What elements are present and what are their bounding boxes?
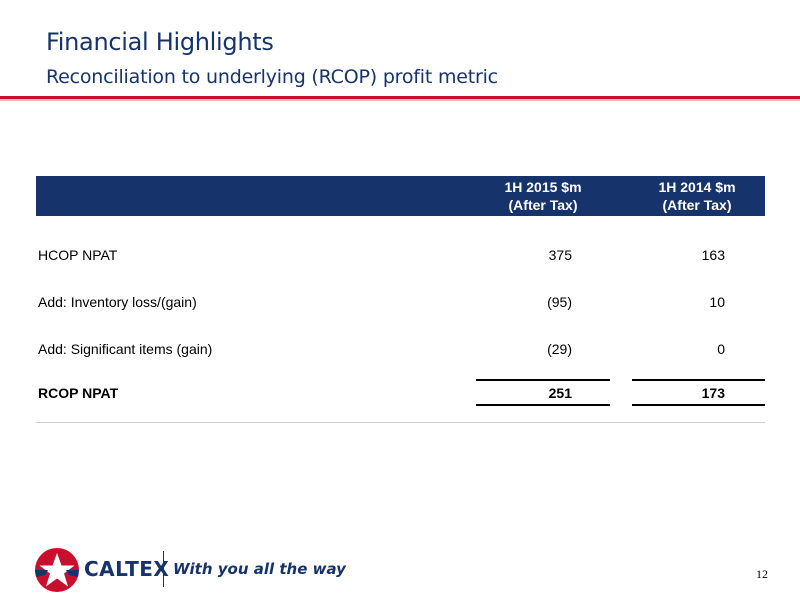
column-header-line: 1H 2014 $m xyxy=(658,179,736,195)
row-value-1h2014: 173 xyxy=(701,385,725,401)
page-title: Financial Highlights xyxy=(46,28,274,56)
total-top-rule-1h2015 xyxy=(476,379,610,381)
brand-tagline: With you all the way xyxy=(173,560,346,578)
row-value-1h2014: 163 xyxy=(701,247,725,263)
total-top-rule-1h2014 xyxy=(632,379,765,381)
column-header-line: 1H 2015 $m xyxy=(504,179,582,195)
row-label: RCOP NPAT xyxy=(38,385,119,401)
row-value-1h2015: (29) xyxy=(547,341,572,357)
table-row: Add: Significant items (gain) (29) 0 xyxy=(38,341,765,361)
table-row-total: RCOP NPAT 251 173 xyxy=(38,385,765,405)
row-value-1h2015: 375 xyxy=(548,247,572,263)
title-rule xyxy=(0,96,800,99)
brand-divider xyxy=(163,551,164,587)
total-bottom-rule-1h2014 xyxy=(632,404,765,406)
title-rule-shadow xyxy=(0,99,800,101)
row-label: Add: Inventory loss/(gain) xyxy=(38,294,197,310)
row-label: Add: Significant items (gain) xyxy=(38,341,213,357)
page-subtitle: Reconciliation to underlying (RCOP) prof… xyxy=(46,66,498,88)
table-row: HCOP NPAT 375 163 xyxy=(38,247,765,267)
column-header-1h2015: 1H 2015 $m (After Tax) xyxy=(478,178,608,214)
row-value-1h2014: 10 xyxy=(709,294,725,310)
table-header: 1H 2015 $m (After Tax) 1H 2014 $m (After… xyxy=(36,176,765,216)
column-header-1h2014: 1H 2014 $m (After Tax) xyxy=(632,178,762,214)
table-bottom-rule xyxy=(36,422,765,423)
row-value-1h2014: 0 xyxy=(717,341,725,357)
page-number: 12 xyxy=(756,567,768,581)
caltex-star-icon xyxy=(35,548,79,592)
table-row: Add: Inventory loss/(gain) (95) 10 xyxy=(38,294,765,314)
row-value-1h2015: (95) xyxy=(547,294,572,310)
row-label: HCOP NPAT xyxy=(38,247,118,263)
column-header-line: (After Tax) xyxy=(662,197,732,213)
total-bottom-rule-1h2015 xyxy=(476,404,610,406)
column-header-line: (After Tax) xyxy=(508,197,578,213)
brand-name: CALTEX xyxy=(84,557,170,581)
row-value-1h2015: 251 xyxy=(548,385,572,401)
